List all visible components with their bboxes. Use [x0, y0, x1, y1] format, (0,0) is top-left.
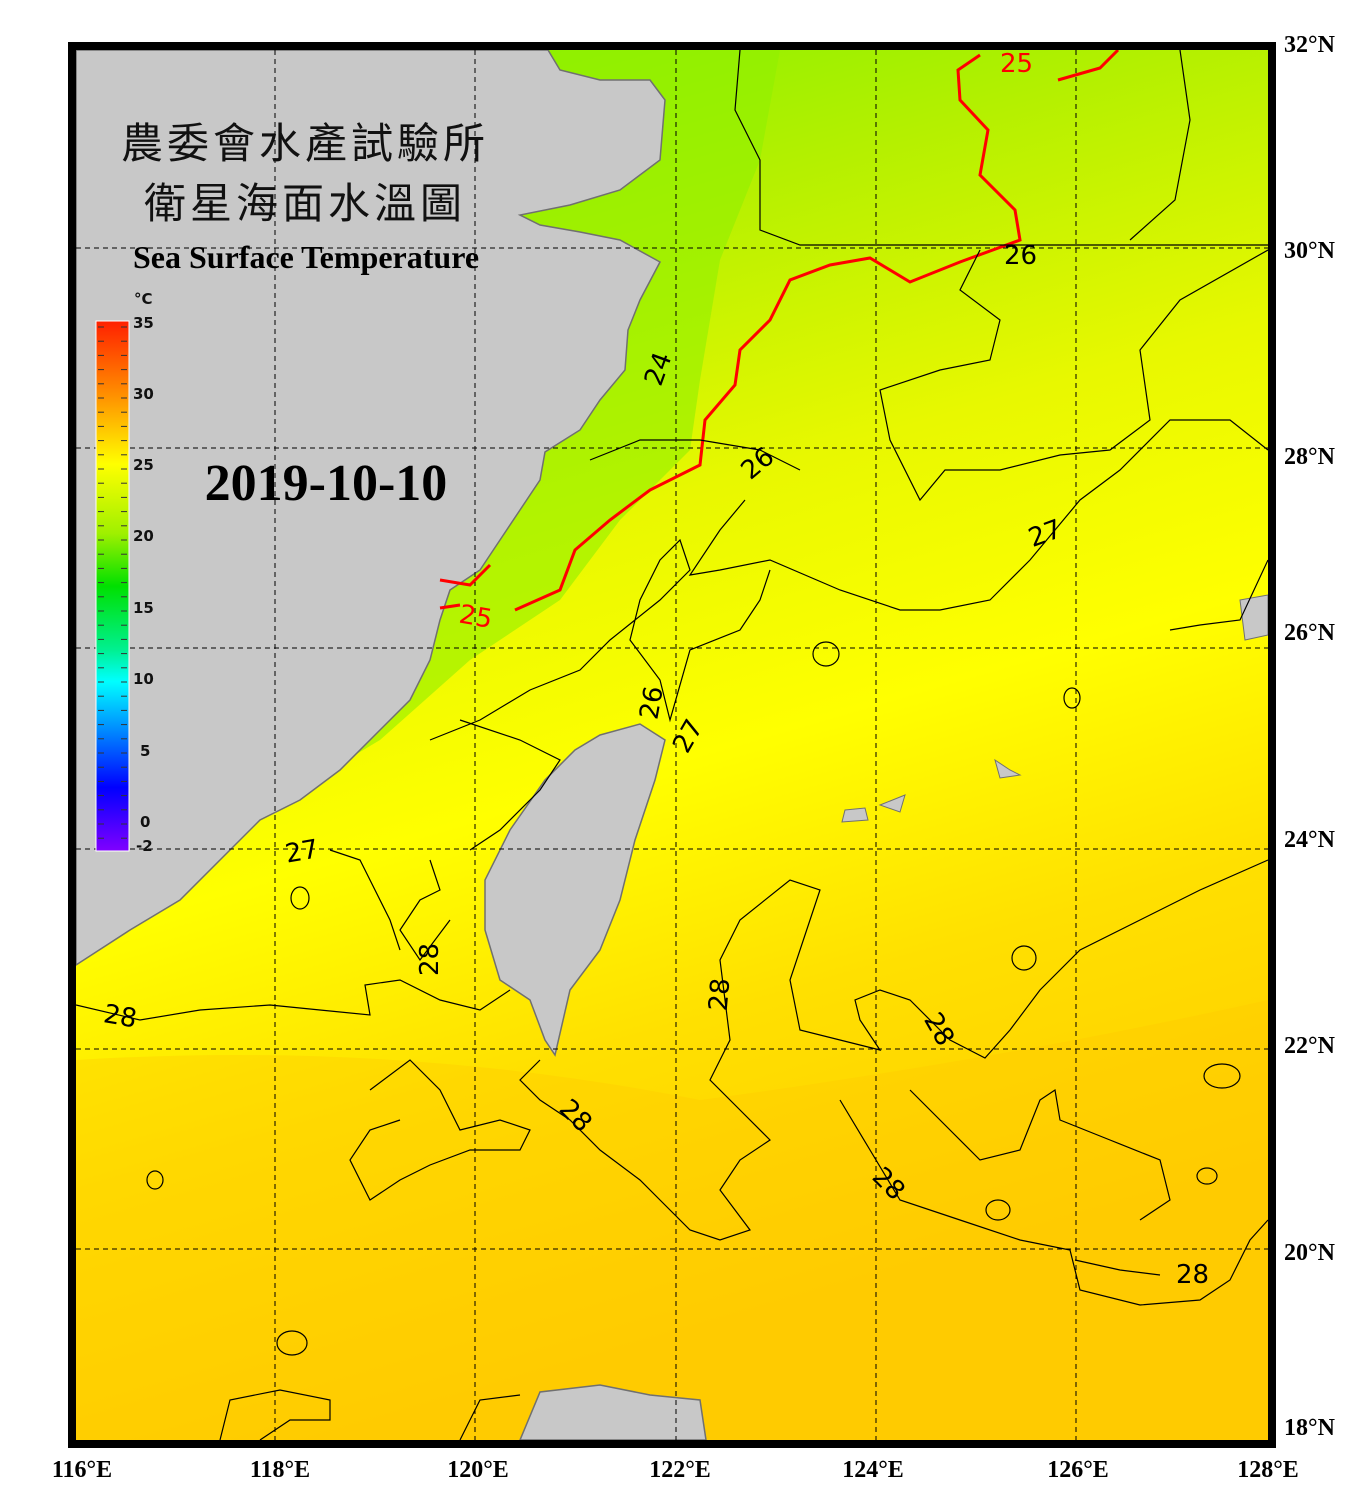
colorbar-tick-label: 15: [133, 599, 154, 617]
colorbar-tick-label: 25: [133, 456, 154, 474]
colorbar-tick-label: 35: [133, 314, 154, 332]
lat-label: 22°N: [1284, 1033, 1336, 1059]
lat-label: 24°N: [1284, 827, 1336, 853]
lat-label: 26°N: [1284, 620, 1336, 646]
colorbar-tick-label: 20: [133, 527, 154, 545]
contour-label: 28: [1176, 1260, 1209, 1290]
contour-label: 28: [704, 977, 737, 1013]
contour-label: 25: [457, 600, 495, 635]
ryukyu-islands: [841, 594, 1268, 823]
contour-label: 28: [415, 943, 445, 976]
title-english: Sea Surface Temperature: [133, 239, 479, 275]
contour-label: 26: [1004, 241, 1037, 271]
contour-label: 28: [101, 999, 139, 1034]
longitude-axis: 116°E 118°E 120°E 122°E 124°E 126°E 128°…: [52, 1457, 1299, 1483]
taiwan-island: [484, 723, 666, 1057]
lon-label: 116°E: [52, 1457, 112, 1483]
colorbar-tick-label: 30: [133, 385, 154, 403]
colorbar: °C 35 30 25 20 15 10 5 0 -2: [95, 290, 154, 855]
colorbar-tick-label: -2: [136, 837, 153, 855]
lon-label: 126°E: [1047, 1457, 1109, 1483]
title-chinese-line2: 衛星海面水溫圖: [144, 179, 466, 228]
date-label: 2019-10-10: [205, 455, 448, 512]
isotherm-25-coastal: [439, 563, 492, 610]
lon-label: 124°E: [842, 1457, 904, 1483]
colorbar-tick-label: 10: [133, 670, 154, 688]
lon-label: 128°E: [1237, 1457, 1299, 1483]
contour-label: 26: [634, 684, 669, 722]
isotherms-black: [76, 50, 1268, 1440]
lat-label: 32°N: [1284, 32, 1336, 58]
lon-label: 118°E: [250, 1457, 310, 1483]
china-mainland: [76, 50, 666, 966]
contour-label: 25: [1000, 49, 1033, 79]
luzon-island: [519, 1384, 707, 1440]
lon-label: 122°E: [649, 1457, 711, 1483]
title-chinese-line1: 農委會水產試驗所: [121, 119, 489, 168]
colorbar-gradient: [95, 320, 130, 852]
isotherm-25-main: [514, 53, 1022, 612]
latitude-axis: 32°N 30°N 28°N 26°N 24°N 22°N 20°N 18°N: [1284, 32, 1336, 1441]
contour-label: 27: [283, 834, 321, 869]
lat-label: 18°N: [1284, 1415, 1336, 1441]
lat-label: 20°N: [1284, 1240, 1336, 1266]
lon-label: 120°E: [447, 1457, 509, 1483]
isotherm-25-north: [1057, 50, 1120, 82]
warm-south-water: [76, 1000, 1268, 1440]
colorbar-tick-label: 0: [140, 813, 150, 831]
colorbar-tick-label: 5: [140, 742, 150, 760]
lat-label: 30°N: [1284, 238, 1336, 264]
graticule: [76, 50, 1268, 1440]
colorbar-unit: °C: [134, 290, 153, 308]
lat-label: 28°N: [1284, 444, 1336, 470]
map-frame: [68, 42, 1276, 1448]
